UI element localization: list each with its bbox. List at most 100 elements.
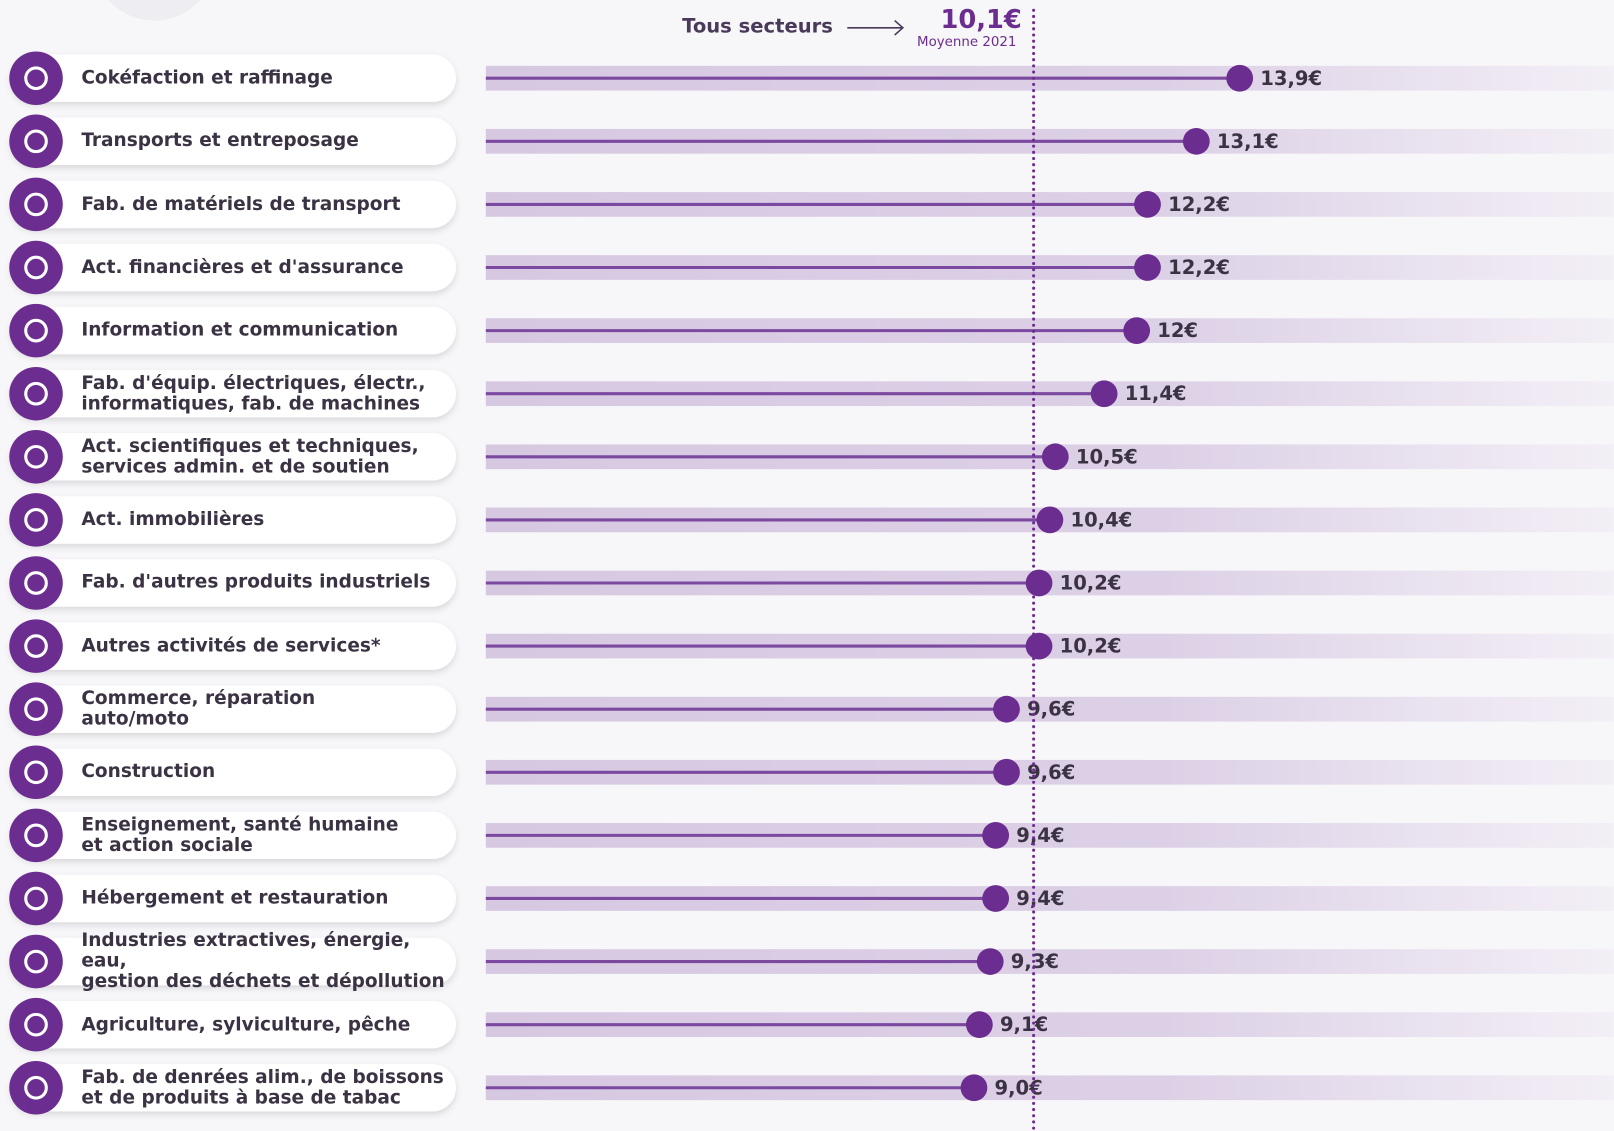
value-label: 11,4€ <box>1125 382 1187 405</box>
sector-icon-inner <box>24 823 48 848</box>
label-pill <box>10 811 456 860</box>
sector-icon-inner <box>24 66 48 91</box>
sector-icon <box>9 808 63 863</box>
sector-icon <box>9 745 63 800</box>
label-pill <box>10 748 456 796</box>
category-label: Act. scientifiques et techniques, servic… <box>81 435 419 478</box>
label-pill <box>10 1064 456 1112</box>
value-label: 10,5€ <box>1076 445 1138 468</box>
value-label: 13,9€ <box>1260 67 1322 90</box>
sector-icon <box>9 240 63 295</box>
category-label: Act. immobilières <box>81 508 265 531</box>
category-label: Hébergement et restauration <box>81 887 389 909</box>
marker <box>1036 506 1064 534</box>
category-label: Commerce, réparation auto/moto <box>81 687 316 730</box>
sector-icon <box>9 430 63 484</box>
sector-icon <box>9 997 63 1052</box>
value-label: 10,2€ <box>1060 635 1122 658</box>
decor <box>108 0 201 21</box>
marker <box>1025 569 1053 597</box>
category-label: Information et communication <box>81 319 399 341</box>
category-label: Cokéfaction et raffinage <box>81 66 333 89</box>
label-pill <box>10 433 456 481</box>
sector-icon <box>9 114 63 169</box>
category-label: Fab. de denrées alim., de boissons et de… <box>81 1066 444 1109</box>
label-pill <box>10 559 456 607</box>
value-label: 9,6€ <box>1027 761 1075 784</box>
sector-icon-inner <box>24 949 48 974</box>
sector-icon-inner <box>24 634 48 658</box>
marker <box>1134 254 1161 281</box>
value-label: 12,2€ <box>1168 193 1230 216</box>
sector-icon-inner <box>24 444 48 469</box>
label-pill <box>10 117 456 165</box>
marker <box>1226 64 1254 92</box>
category-label: Fab. d'autres produits industriels <box>81 571 431 594</box>
sector-icon-inner <box>24 1075 48 1100</box>
sector-icon-inner <box>24 697 48 722</box>
average-name: Tous secteurs <box>682 14 833 37</box>
value-label: 13,1€ <box>1217 130 1279 153</box>
category-label: Industries extractives, énergie, eau, ge… <box>81 929 445 993</box>
value-label: 9,1€ <box>1000 1013 1048 1036</box>
value-label: 10,4€ <box>1070 508 1132 531</box>
label-pill <box>10 180 456 229</box>
sector-icon <box>9 556 63 610</box>
value-label: 9,4€ <box>1016 887 1064 910</box>
sector-icon-inner <box>24 255 48 280</box>
marker <box>1090 380 1118 408</box>
sector-icon-inner <box>24 381 48 406</box>
value-label: 9,4€ <box>1016 824 1064 847</box>
sector-icon <box>9 934 63 989</box>
value-label: 12€ <box>1157 319 1198 342</box>
category-label: Transports et entreposage <box>81 129 359 152</box>
marker <box>1025 632 1053 660</box>
average-value: 10,1€ <box>940 5 1021 35</box>
marker <box>1123 317 1151 344</box>
marker <box>976 948 1004 975</box>
label-pill <box>10 685 456 733</box>
marker <box>993 758 1020 786</box>
marker <box>993 695 1020 723</box>
sector-icon-inner <box>24 886 48 911</box>
sector-icon <box>9 51 63 105</box>
value-label: 10,2€ <box>1060 572 1122 595</box>
category-label: Fab. de matériels de transport <box>81 193 401 215</box>
label-pill <box>10 937 456 986</box>
sector-icon <box>9 1061 63 1115</box>
marker <box>982 885 1010 912</box>
label-pill <box>10 306 456 355</box>
label-pill <box>10 370 456 418</box>
value-label: 9,0€ <box>995 1076 1043 1099</box>
label-pill <box>10 496 456 544</box>
sector-icon-inner <box>24 318 48 343</box>
sector-icon-inner <box>24 760 48 785</box>
label-pill <box>10 874 456 923</box>
sector-icon-inner <box>24 129 48 154</box>
sector-icon-inner <box>24 1012 48 1037</box>
category-label: Autres activités de services* <box>81 634 381 657</box>
sector-icon-inner <box>24 571 48 595</box>
label-pill <box>10 622 456 670</box>
label-pill <box>10 1000 456 1049</box>
marker <box>960 1074 988 1102</box>
category-label: Fab. d'équip. électriques, électr., info… <box>81 372 426 415</box>
sector-icon <box>9 177 63 232</box>
sector-icon <box>9 871 63 926</box>
arrow <box>847 20 905 36</box>
label-pill <box>10 243 456 292</box>
marker <box>982 821 1010 849</box>
label-pill <box>10 54 456 102</box>
value-label: 9,6€ <box>1027 698 1075 721</box>
sector-icon <box>9 619 63 673</box>
category-label: Act. financières et d'assurance <box>81 256 404 278</box>
sector-icon <box>9 682 63 736</box>
sector-icon-inner <box>24 192 48 217</box>
sector-icon <box>9 303 63 358</box>
category-label: Construction <box>81 760 216 783</box>
category-label: Agriculture, sylviculture, pêche <box>81 1013 411 1035</box>
marker <box>1182 127 1210 155</box>
